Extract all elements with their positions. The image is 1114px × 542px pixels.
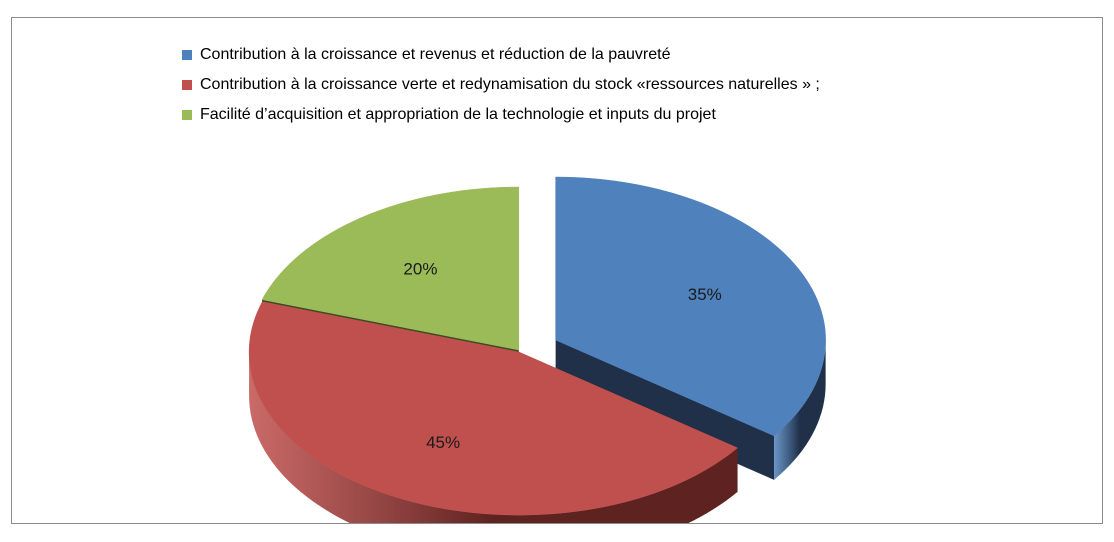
pie-slice-1 <box>248 301 739 516</box>
pie-slice-label-2: 20% <box>403 259 437 278</box>
legend-item-croissance-revenus: Contribution à la croissance et revenus … <box>182 40 1022 70</box>
legend-item-croissance-verte: Contribution à la croissance verte et re… <box>182 70 1022 100</box>
chart-area: Contribution à la croissance et revenus … <box>11 17 1103 524</box>
pie-slice-label-1: 45% <box>426 433 460 452</box>
pie-chart: 35% 45% 20% <box>248 176 826 523</box>
legend-label: Facilité d’acquisition et appropriation … <box>200 106 716 123</box>
pie-tops <box>248 176 826 516</box>
legend: Contribution à la croissance et revenus … <box>182 40 1022 130</box>
pie-slice-label-0: 35% <box>688 285 722 304</box>
pie-slice-side-1-0 <box>249 352 738 523</box>
pie-slice-side-0-0 <box>774 340 826 480</box>
pie-slice-2 <box>261 186 520 351</box>
pie-slice-0 <box>555 176 826 437</box>
legend-label: Contribution à la croissance et revenus … <box>200 46 671 63</box>
legend-label: Contribution à la croissance verte et re… <box>200 76 820 93</box>
legend-item-technologie: Facilité d’acquisition et appropriation … <box>182 100 1022 130</box>
legend-swatch-red <box>182 80 192 90</box>
legend-swatch-green <box>182 110 192 120</box>
legend-swatch-blue <box>182 50 192 60</box>
pie-labels: 35% 45% 20% <box>403 259 721 452</box>
